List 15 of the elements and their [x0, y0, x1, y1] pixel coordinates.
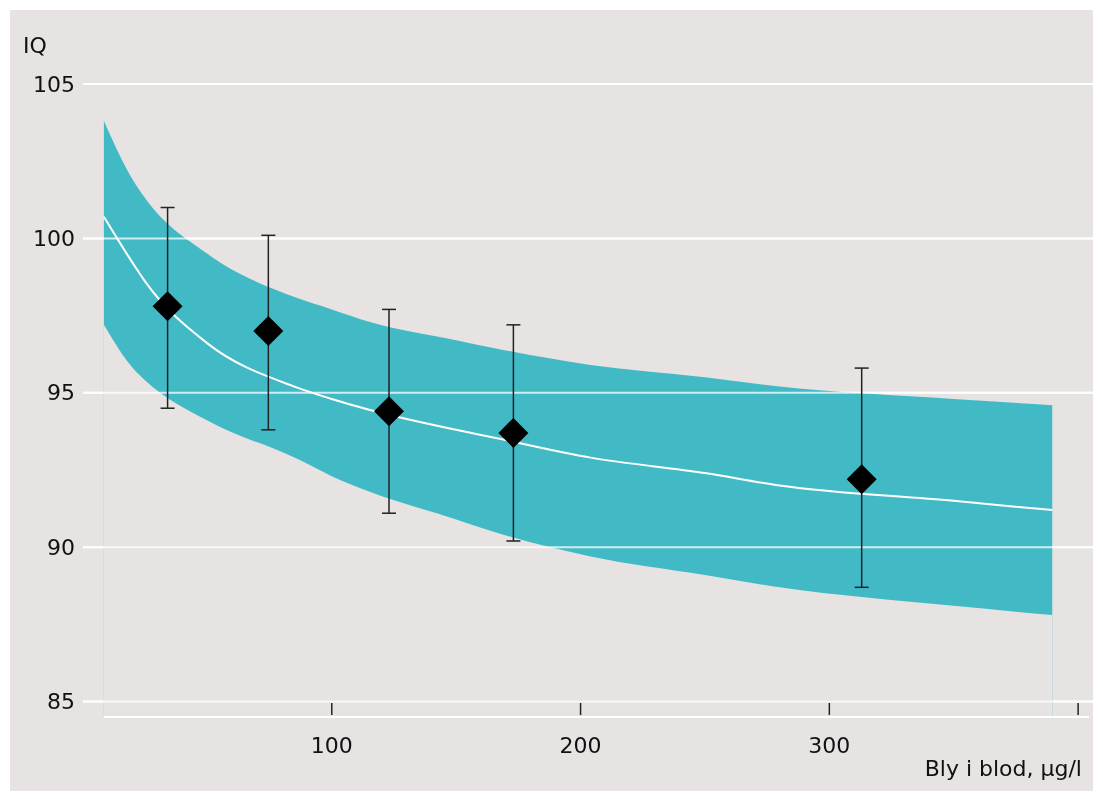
point [152, 291, 183, 322]
x-tick-label: 100 [310, 733, 353, 758]
y-tick-label: 95 [47, 380, 75, 406]
y-tick-label: 90 [47, 534, 75, 560]
x-tick-label: 300 [808, 733, 851, 758]
point [253, 316, 284, 347]
x-axis-title: Bly i blod, µg/l [924, 756, 1082, 781]
point [374, 396, 404, 427]
y-tick-label: 100 [33, 226, 75, 252]
y-tick-label: 105 [33, 71, 75, 97]
point [846, 464, 877, 495]
point [498, 417, 529, 448]
x-tick-label: 200 [559, 733, 602, 758]
y-tick-label: 85 [47, 689, 75, 715]
y-axis-title: IQ [23, 33, 47, 58]
